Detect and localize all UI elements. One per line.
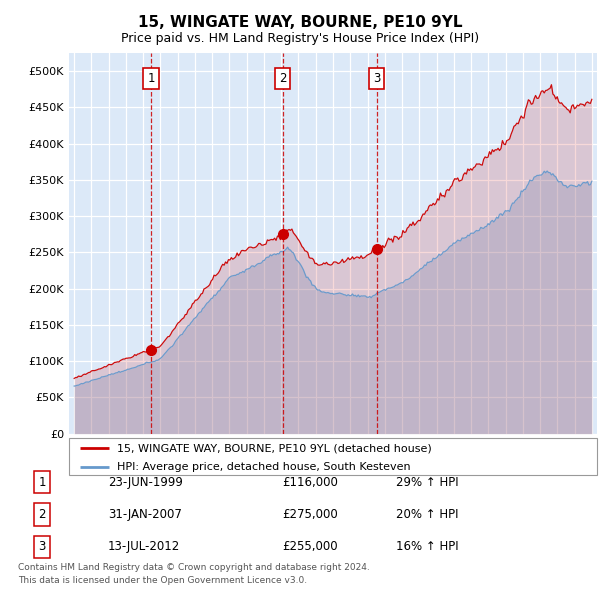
Text: £116,000: £116,000 — [282, 476, 338, 489]
Text: HPI: Average price, detached house, South Kesteven: HPI: Average price, detached house, Sout… — [116, 462, 410, 472]
Text: 13-JUL-2012: 13-JUL-2012 — [108, 540, 180, 553]
Text: 15, WINGATE WAY, BOURNE, PE10 9YL: 15, WINGATE WAY, BOURNE, PE10 9YL — [138, 15, 462, 30]
Text: 2: 2 — [38, 508, 46, 521]
Text: 3: 3 — [373, 72, 380, 85]
Text: Contains HM Land Registry data © Crown copyright and database right 2024.: Contains HM Land Registry data © Crown c… — [18, 563, 370, 572]
Text: 15, WINGATE WAY, BOURNE, PE10 9YL (detached house): 15, WINGATE WAY, BOURNE, PE10 9YL (detac… — [116, 443, 431, 453]
Text: 1: 1 — [38, 476, 46, 489]
Text: 23-JUN-1999: 23-JUN-1999 — [108, 476, 183, 489]
Text: 3: 3 — [38, 540, 46, 553]
Text: This data is licensed under the Open Government Licence v3.0.: This data is licensed under the Open Gov… — [18, 576, 307, 585]
Text: Price paid vs. HM Land Registry's House Price Index (HPI): Price paid vs. HM Land Registry's House … — [121, 32, 479, 45]
Text: 16% ↑ HPI: 16% ↑ HPI — [396, 540, 458, 553]
Text: 20% ↑ HPI: 20% ↑ HPI — [396, 508, 458, 521]
Text: 29% ↑ HPI: 29% ↑ HPI — [396, 476, 458, 489]
FancyBboxPatch shape — [69, 438, 597, 475]
Text: 1: 1 — [148, 72, 155, 85]
Text: 2: 2 — [279, 72, 286, 85]
Text: £275,000: £275,000 — [282, 508, 338, 521]
Text: £255,000: £255,000 — [282, 540, 338, 553]
Text: 31-JAN-2007: 31-JAN-2007 — [108, 508, 182, 521]
